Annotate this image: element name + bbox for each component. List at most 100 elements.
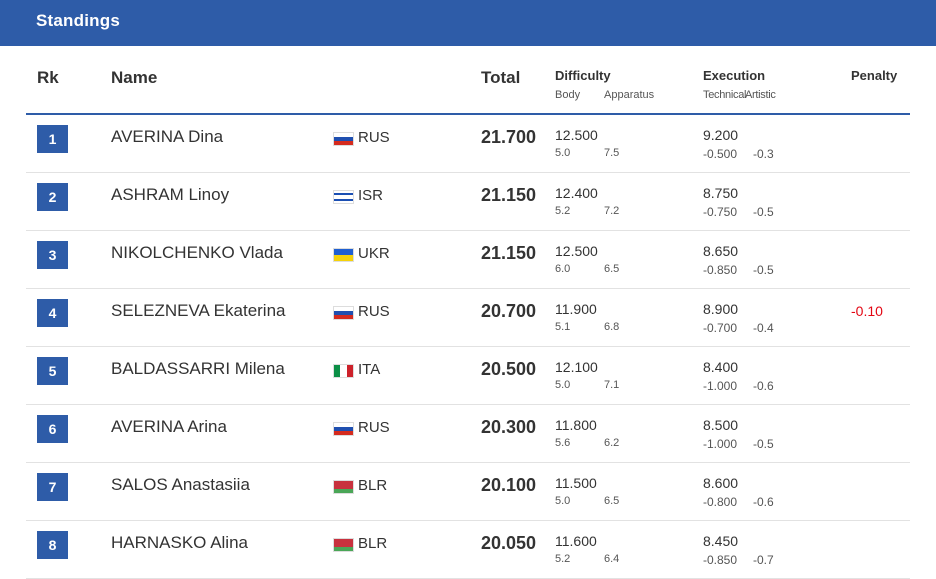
- row-divider: [26, 346, 910, 347]
- artistic-deduction: -0.7: [753, 553, 774, 567]
- rank-badge: 3: [37, 241, 68, 269]
- execution-score: 9.200: [703, 127, 739, 143]
- athlete-name[interactable]: NIKOLCHENKO Vlada: [111, 243, 283, 262]
- artistic-deduction: -0.4: [753, 321, 774, 335]
- total-score: 21.700: [481, 127, 537, 147]
- athlete-name[interactable]: AVERINA Dina: [111, 127, 224, 146]
- apparatus-score: 6.2: [604, 437, 620, 449]
- header-divider: [26, 113, 910, 115]
- execution-score: 8.900: [703, 301, 739, 317]
- technical-deduction: -0.750: [703, 205, 738, 219]
- execution-score: 8.600: [703, 475, 739, 491]
- body-score: 5.6: [555, 437, 571, 449]
- apparatus-score: 6.8: [604, 321, 620, 333]
- technical-deduction: -0.500: [703, 147, 738, 161]
- rank-badge: 6: [37, 415, 68, 443]
- athlete-name[interactable]: BALDASSARRI Milena: [111, 359, 285, 378]
- country-code: ITA: [358, 361, 381, 378]
- table-row[interactable]: 1 AVERINA Dina RUS 21.700 12.500 5.0 7.5 9.200-…: [0, 115, 936, 173]
- difficulty-score: 12.100: [555, 359, 598, 375]
- rus-flag-icon: [333, 306, 354, 320]
- body-score: 5.0: [555, 147, 571, 159]
- apparatus-score: 7.2: [604, 205, 620, 217]
- column-execution: Execution: [703, 68, 766, 83]
- execution-score: 8.750: [703, 185, 739, 201]
- isr-flag-icon: [333, 190, 354, 204]
- column-total: Total: [481, 68, 521, 87]
- column-technical: Technical: [703, 89, 747, 101]
- table-header: Rk Name Total Difficulty Body Apparatus …: [0, 46, 936, 114]
- technical-deduction: -0.850: [703, 553, 738, 567]
- blr-flag-icon: [333, 538, 354, 552]
- rus-flag-icon: [333, 422, 354, 436]
- column-difficulty: Difficulty: [555, 68, 611, 83]
- rank-badge: 1: [37, 125, 68, 153]
- athlete-name[interactable]: SELEZNEVA Ekaterina: [111, 301, 286, 320]
- artistic-deduction: -0.6: [753, 379, 774, 393]
- artistic-deduction: -0.6: [753, 495, 774, 509]
- apparatus-score: 7.5: [604, 147, 620, 159]
- artistic-deduction: -0.5: [753, 437, 774, 451]
- execution-score: 8.450: [703, 533, 739, 549]
- standings-header: Standings: [0, 0, 936, 46]
- body-score: 5.2: [555, 553, 571, 565]
- rank-badge: 4: [37, 299, 68, 327]
- total-score: 21.150: [481, 185, 537, 205]
- artistic-deduction: -0.5: [753, 205, 774, 219]
- row-divider: [26, 404, 910, 405]
- difficulty-score: 11.600: [555, 533, 597, 549]
- table-row[interactable]: 5 BALDASSARRI Milena ITA 20.500 12.100 5.0 7.1…: [0, 347, 936, 405]
- body-score: 5.0: [555, 379, 571, 391]
- table-row[interactable]: 7 SALOS Anastasiia BLR 20.100 11.500 5.0 6.5 8.…: [0, 463, 936, 521]
- column-artistic: Artistic: [745, 89, 776, 101]
- total-score: 20.050: [481, 533, 537, 553]
- apparatus-score: 6.5: [604, 263, 620, 275]
- athlete-name[interactable]: ASHRAM Linoy: [111, 185, 230, 204]
- athlete-name[interactable]: SALOS Anastasiia: [111, 475, 250, 494]
- column-penalty: Penalty: [851, 68, 898, 83]
- standings-table: 1 AVERINA Dina RUS 21.700 12.500 5.0 7.5 9.200-…: [0, 115, 936, 579]
- difficulty-score: 11.800: [555, 417, 597, 433]
- column-name: Name: [111, 68, 158, 87]
- technical-deduction: -1.000: [703, 379, 738, 393]
- country-code: RUS: [358, 303, 390, 320]
- body-score: 6.0: [555, 263, 571, 275]
- rank-badge: 5: [37, 357, 68, 385]
- athlete-name[interactable]: HARNASKO Alina: [111, 533, 248, 552]
- apparatus-score: 7.1: [604, 379, 620, 391]
- technical-deduction: -0.700: [703, 321, 738, 335]
- row-divider: [26, 230, 910, 231]
- ita-flag-icon: [333, 364, 354, 378]
- artistic-deduction: -0.5: [753, 263, 774, 277]
- rank-badge: 2: [37, 183, 68, 211]
- technical-deduction: -0.850: [703, 263, 738, 277]
- total-score: 20.300: [481, 417, 537, 437]
- total-score: 20.100: [481, 475, 537, 495]
- artistic-deduction: -0.3: [753, 147, 774, 161]
- total-score: 20.500: [481, 359, 537, 379]
- row-divider: [26, 288, 910, 289]
- execution-score: 8.500: [703, 417, 739, 433]
- column-apparatus: Apparatus: [604, 89, 655, 101]
- row-divider: [26, 462, 910, 463]
- apparatus-score: 6.4: [604, 553, 620, 565]
- execution-score: 8.650: [703, 243, 739, 259]
- table-row[interactable]: 3 NIKOLCHENKO Vlada UKR 21.150 12.500 6.0 6.5 8…: [0, 231, 936, 289]
- apparatus-score: 6.5: [604, 495, 620, 507]
- table-row[interactable]: 2 ASHRAM Linoy ISR 21.150 12.400 5.2 7.2 8.750-…: [0, 173, 936, 231]
- athlete-name[interactable]: AVERINA Arina: [111, 417, 227, 436]
- table-row[interactable]: 4 SELEZNEVA Ekaterina RUS 20.700 11.900 5.1 6.…: [0, 289, 936, 347]
- country-code: BLR: [358, 535, 388, 552]
- column-body: Body: [555, 89, 581, 101]
- table-row[interactable]: 6 AVERINA Arina RUS 20.300 11.800 5.6 6.2 8.500…: [0, 405, 936, 463]
- country-code: BLR: [358, 477, 388, 494]
- page-title: Standings: [36, 11, 120, 30]
- difficulty-score: 11.500: [555, 475, 597, 491]
- rank-badge: 7: [37, 473, 68, 501]
- blr-flag-icon: [333, 480, 354, 494]
- difficulty-score: 12.400: [555, 185, 598, 201]
- penalty-value: -0.10: [851, 303, 883, 319]
- column-rank: Rk: [37, 68, 59, 87]
- table-row[interactable]: 8 HARNASKO Alina BLR 20.050 11.600 5.2 6.4 8.45…: [0, 521, 936, 579]
- body-score: 5.2: [555, 205, 571, 217]
